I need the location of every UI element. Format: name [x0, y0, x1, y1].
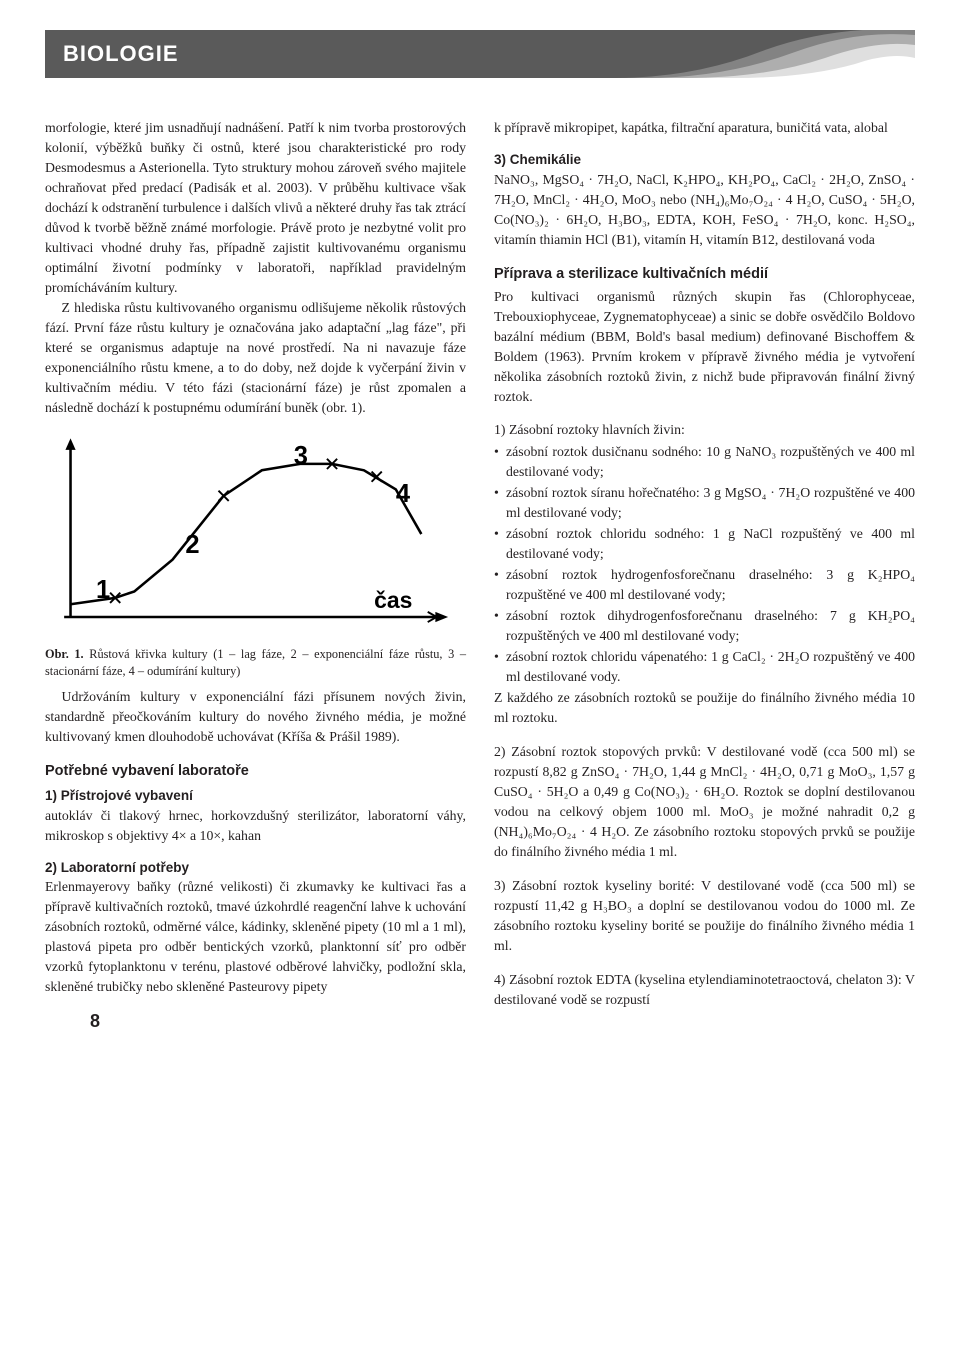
- figure-1-caption-label: Obr. 1.: [45, 647, 84, 661]
- svg-text:1: 1: [96, 576, 110, 604]
- list-item: zásobní roztok dihydrogenfosforečnanu dr…: [494, 606, 915, 646]
- subheading-chemicals: 3) Chemikálie: [494, 150, 915, 170]
- para-stock-2: 2) Zásobní roztok stopových prvků: V des…: [494, 742, 915, 862]
- header-bar: BIOLOGIE: [45, 30, 915, 78]
- svg-text:3: 3: [294, 442, 308, 470]
- para-chemicals: NaNO₃, MgSO₄ · 7H₂O, NaCl, K₂HPO₄, KH₂PO…: [494, 170, 915, 250]
- list-item: zásobní roztok chloridu vápenatého: 1 g …: [494, 647, 915, 687]
- para-media: Pro kultivaci organismů různých skupin ř…: [494, 287, 915, 407]
- list-item: zásobní roztok dusičnanu sodného: 10 g N…: [494, 442, 915, 482]
- para-1: morfologie, které jim usnadňují nadnášen…: [45, 118, 466, 298]
- figure-1: počet buněk čas 1234 Obr. 1. Růstová kři…: [45, 432, 466, 679]
- svg-text:2: 2: [185, 531, 199, 559]
- list-item: zásobní roztok hydrogenfosforečnanu dras…: [494, 565, 915, 605]
- heading-lab-equipment: Potřebné vybavení laboratoře: [45, 761, 466, 782]
- svg-text:4: 4: [396, 480, 411, 508]
- header-swoosh: [615, 30, 915, 78]
- para-stock-4: 4) Zásobní roztok EDTA (kyselina etylend…: [494, 970, 915, 1010]
- growth-curve-chart: počet buněk čas 1234: [45, 432, 466, 636]
- subheading-labware: 2) Laboratorní potřeby: [45, 858, 466, 878]
- page-number: 8: [90, 1011, 100, 1032]
- figure-1-caption: Obr. 1. Růstová křivka kultury (1 – lag …: [45, 646, 466, 679]
- stock-solutions-list: zásobní roztok dusičnanu sodného: 10 g N…: [494, 442, 915, 687]
- para-3: Udržováním kultury v exponenciální fázi …: [45, 687, 466, 747]
- list-item: zásobní roztok síranu hořečnatého: 3 g M…: [494, 483, 915, 523]
- header-title: BIOLOGIE: [63, 41, 179, 67]
- heading-media-prep: Příprava a sterilizace kultivačních médi…: [494, 264, 915, 285]
- para-stock-3: 3) Zásobní roztok kyseliny borité: V des…: [494, 876, 915, 956]
- list-intro: 1) Zásobní roztoky hlavních živin:: [494, 420, 915, 440]
- subheading-instruments: 1) Přístrojové vybavení: [45, 786, 466, 806]
- body-columns: morfologie, které jim usnadňují nadnášen…: [45, 118, 915, 1010]
- figure-1-caption-text: Růstová křivka kultury (1 – lag fáze, 2 …: [45, 647, 466, 678]
- para-instruments: autokláv či tlakový hrnec, horkovzdušný …: [45, 806, 466, 846]
- svg-text:čas: čas: [374, 587, 412, 613]
- list-item: zásobní roztok chloridu sodného: 1 g NaC…: [494, 524, 915, 564]
- para-after-list: Z každého ze zásobních roztoků se použij…: [494, 688, 915, 728]
- para-right-top: k přípravě mikropipet, kapátka, filtračn…: [494, 118, 915, 138]
- para-2: Z hlediska růstu kultivovaného organismu…: [45, 298, 466, 418]
- para-labware: Erlenmayerovy baňky (různé velikosti) či…: [45, 877, 466, 997]
